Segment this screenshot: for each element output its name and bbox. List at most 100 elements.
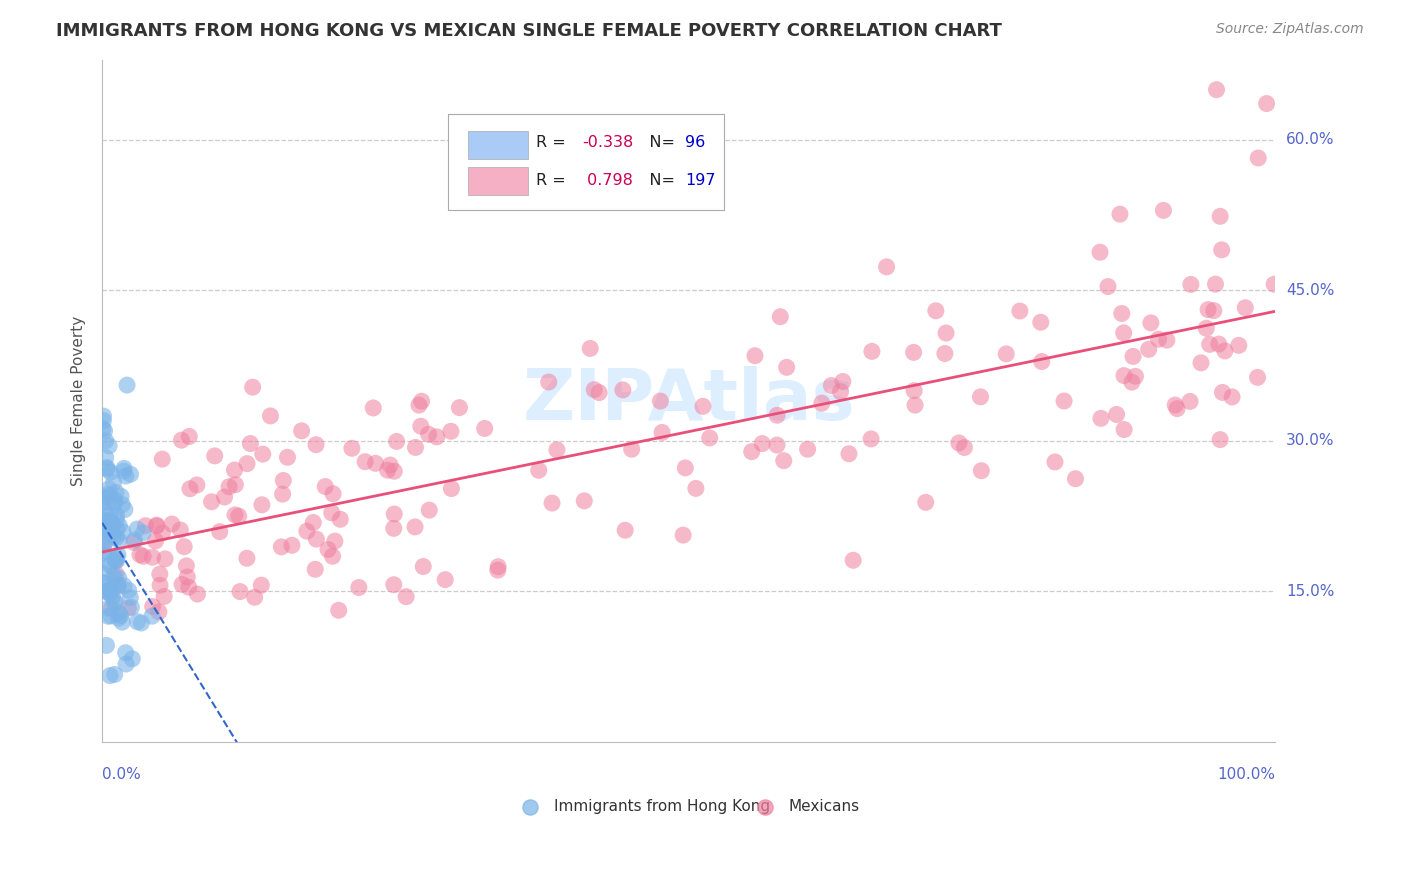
Point <box>378 458 401 472</box>
Point <box>200 495 222 509</box>
Point <box>876 260 898 274</box>
Point <box>276 450 298 465</box>
Point <box>741 444 763 458</box>
Point <box>775 360 797 375</box>
Point <box>97 609 120 624</box>
Point <box>1031 354 1053 368</box>
Text: Immigrants from Hong Kong: Immigrants from Hong Kong <box>554 799 770 814</box>
Point <box>925 303 948 318</box>
Point <box>418 427 440 442</box>
Point <box>377 463 399 477</box>
Point <box>583 383 606 397</box>
Point <box>440 482 463 496</box>
Text: 30.0%: 30.0% <box>1286 434 1334 449</box>
Point <box>838 447 860 461</box>
Point <box>1112 423 1135 437</box>
Point <box>321 506 343 520</box>
Point <box>112 579 135 593</box>
Point <box>105 522 128 536</box>
Point <box>382 464 405 478</box>
Point <box>347 581 370 595</box>
Point <box>98 439 121 453</box>
Point <box>1112 368 1135 383</box>
Point <box>96 639 118 653</box>
Point <box>218 480 240 494</box>
Point <box>382 521 405 535</box>
Point <box>153 590 176 604</box>
Point <box>93 491 115 505</box>
Point <box>1008 304 1031 318</box>
Point <box>323 534 346 549</box>
Point <box>103 596 125 610</box>
Point <box>93 543 115 558</box>
Point <box>811 396 834 410</box>
Point <box>177 580 200 594</box>
Point <box>214 490 236 504</box>
Point <box>842 553 865 567</box>
Point <box>176 558 198 573</box>
Point <box>96 462 118 476</box>
Point <box>382 507 405 521</box>
Text: 60.0%: 60.0% <box>1286 132 1334 147</box>
Point <box>127 522 149 536</box>
Point <box>91 512 114 526</box>
Point <box>120 591 142 605</box>
Point <box>361 401 384 415</box>
Point <box>105 567 128 582</box>
Point <box>1043 455 1066 469</box>
Point <box>382 578 405 592</box>
Point <box>1147 332 1170 346</box>
Point <box>98 586 121 600</box>
Point <box>103 530 125 544</box>
Text: 100.0%: 100.0% <box>1218 767 1275 781</box>
Point <box>129 548 152 562</box>
Point <box>107 611 129 625</box>
Point <box>107 578 129 592</box>
Point <box>96 513 118 527</box>
Point <box>953 441 976 455</box>
Point <box>588 385 610 400</box>
Point <box>100 601 122 615</box>
Point <box>169 523 191 537</box>
Point <box>409 419 432 434</box>
Point <box>224 477 246 491</box>
Point <box>1213 343 1236 358</box>
Point <box>970 464 993 478</box>
Point <box>904 398 927 412</box>
Point <box>120 467 142 482</box>
Point <box>114 502 136 516</box>
Point <box>340 442 363 456</box>
Point <box>98 508 121 523</box>
Point <box>91 576 114 591</box>
Point <box>385 434 408 449</box>
Point <box>830 384 852 399</box>
Point <box>160 517 183 532</box>
Point <box>122 535 145 549</box>
Point <box>574 493 596 508</box>
Point <box>620 442 643 457</box>
Point <box>117 583 139 598</box>
Point <box>91 575 114 590</box>
Point <box>98 488 121 502</box>
Point <box>111 524 134 539</box>
Point <box>101 590 124 604</box>
Point <box>100 525 122 540</box>
Point <box>98 558 121 573</box>
Point <box>110 608 132 623</box>
Point <box>411 394 433 409</box>
Point <box>252 447 274 461</box>
Point <box>1166 401 1188 416</box>
Point <box>148 605 170 619</box>
Point <box>1247 151 1270 165</box>
Point <box>152 525 174 540</box>
Text: Source: ZipAtlas.com: Source: ZipAtlas.com <box>1216 22 1364 37</box>
Point <box>273 474 295 488</box>
Point <box>176 570 198 584</box>
Point <box>145 519 167 533</box>
Point <box>314 479 336 493</box>
Point <box>1202 303 1225 318</box>
Y-axis label: Single Female Poverty: Single Female Poverty <box>72 316 86 486</box>
Point <box>474 421 496 435</box>
Point <box>1195 321 1218 335</box>
Point <box>305 438 328 452</box>
